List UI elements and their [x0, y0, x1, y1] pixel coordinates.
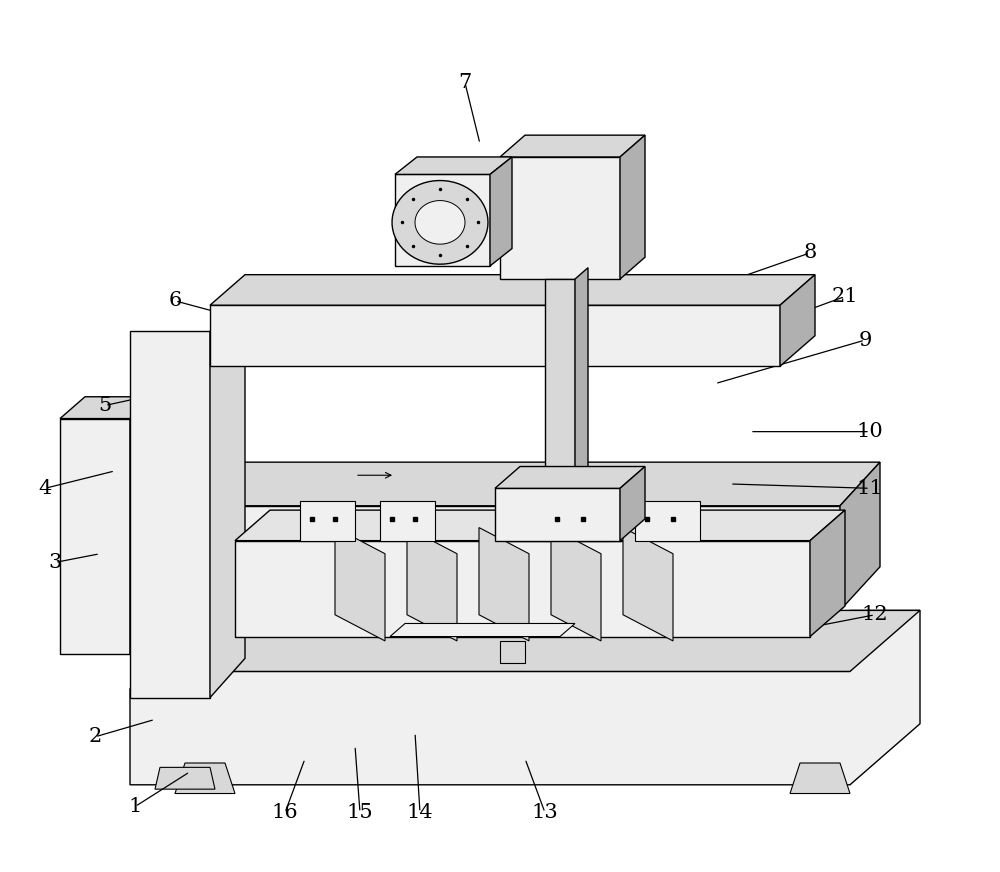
Polygon shape — [395, 174, 490, 266]
Polygon shape — [150, 610, 920, 671]
Polygon shape — [620, 467, 645, 541]
Polygon shape — [180, 506, 840, 610]
Polygon shape — [335, 528, 385, 641]
Text: 5: 5 — [98, 396, 112, 415]
Text: 14: 14 — [407, 803, 433, 822]
Polygon shape — [130, 397, 155, 654]
Text: 4: 4 — [38, 479, 52, 498]
Polygon shape — [300, 501, 355, 541]
Polygon shape — [210, 275, 815, 305]
Polygon shape — [495, 467, 645, 488]
Polygon shape — [840, 462, 880, 610]
Polygon shape — [180, 462, 880, 506]
Polygon shape — [545, 279, 575, 497]
Polygon shape — [407, 528, 457, 641]
Polygon shape — [551, 528, 601, 641]
Text: 7: 7 — [458, 73, 472, 92]
Polygon shape — [235, 541, 810, 637]
Text: 12: 12 — [862, 605, 888, 624]
Polygon shape — [130, 610, 920, 785]
Polygon shape — [210, 310, 245, 698]
Polygon shape — [790, 763, 850, 794]
Polygon shape — [495, 488, 620, 541]
Polygon shape — [545, 501, 610, 541]
Polygon shape — [635, 501, 700, 541]
Text: 10: 10 — [857, 422, 883, 441]
Text: 8: 8 — [803, 243, 817, 262]
Polygon shape — [60, 397, 155, 419]
Bar — [500, 641, 525, 663]
Polygon shape — [490, 157, 512, 266]
Polygon shape — [130, 331, 210, 698]
Polygon shape — [575, 268, 588, 497]
Polygon shape — [415, 201, 465, 244]
Polygon shape — [390, 623, 575, 637]
Polygon shape — [175, 763, 235, 794]
Text: 3: 3 — [48, 553, 62, 572]
Text: 13: 13 — [532, 803, 558, 822]
Polygon shape — [500, 135, 645, 157]
Text: 6: 6 — [168, 291, 182, 310]
Text: 21: 21 — [832, 287, 858, 306]
Text: 16: 16 — [272, 803, 298, 822]
Polygon shape — [780, 275, 815, 366]
Polygon shape — [210, 305, 780, 366]
Text: 15: 15 — [347, 803, 373, 822]
Polygon shape — [620, 135, 645, 279]
Text: 9: 9 — [858, 330, 872, 350]
Polygon shape — [623, 528, 673, 641]
Text: 1: 1 — [128, 797, 142, 816]
Polygon shape — [392, 181, 488, 264]
Polygon shape — [235, 510, 845, 541]
Polygon shape — [479, 528, 529, 641]
Polygon shape — [500, 157, 620, 279]
Polygon shape — [380, 501, 435, 541]
Text: 2: 2 — [88, 727, 102, 746]
Polygon shape — [60, 419, 130, 654]
Text: 11: 11 — [857, 479, 883, 498]
Polygon shape — [155, 767, 215, 789]
Polygon shape — [810, 510, 845, 637]
Polygon shape — [395, 157, 512, 174]
